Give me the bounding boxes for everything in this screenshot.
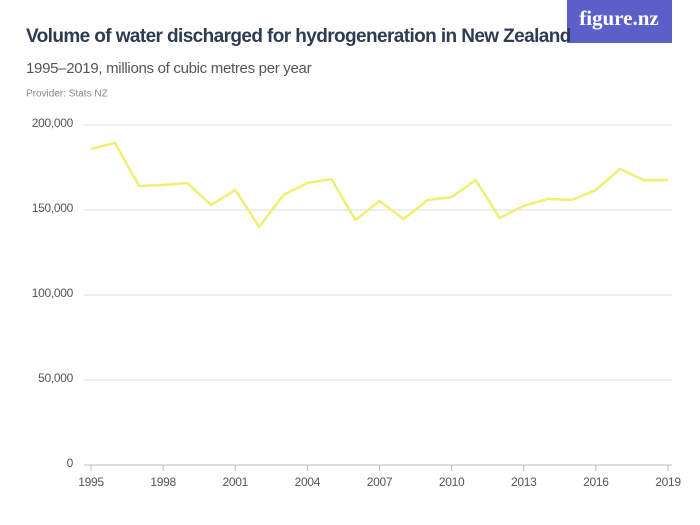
x-tick-label: 2013: [511, 475, 537, 489]
logo-box: [567, 0, 672, 43]
y-tick-label: 0: [67, 456, 74, 470]
y-tick-label: 150,000: [32, 201, 74, 215]
x-tick-label: 2010: [439, 475, 465, 489]
x-tick-label: 2016: [583, 475, 609, 489]
y-tick-label: 50,000: [38, 371, 74, 385]
chart-subtitle: 1995–2019, millions of cubic metres per …: [26, 60, 312, 77]
x-tick-label: 2007: [367, 475, 393, 489]
y-tick-label: 100,000: [32, 286, 74, 300]
data-line: [90, 141, 668, 229]
x-tick-label: 2004: [295, 475, 321, 489]
y-tick-label: 200,000: [32, 116, 74, 130]
x-tick-label: 1998: [150, 475, 176, 489]
x-tick-label: 1995: [78, 475, 104, 489]
x-tick-label: 2001: [223, 475, 249, 489]
provider: Provider: Stats NZ: [26, 89, 108, 100]
logo: figure.nz: [579, 6, 659, 30]
chart-title: Volume of water discharged for hydrogene…: [26, 26, 571, 47]
x-tick-label: 2019: [655, 475, 681, 489]
